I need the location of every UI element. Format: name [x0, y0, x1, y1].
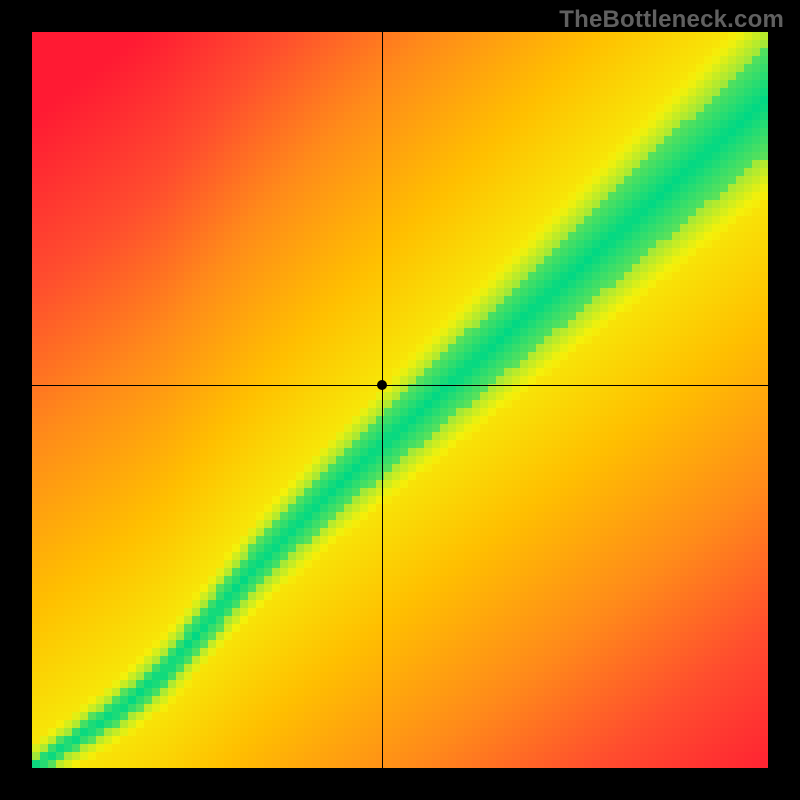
- crosshair-horizontal: [32, 385, 768, 386]
- heatmap-plot: [32, 32, 768, 768]
- watermark-text: TheBottleneck.com: [559, 6, 784, 34]
- crosshair-marker: [377, 380, 387, 390]
- chart-frame: TheBottleneck.com: [0, 0, 800, 800]
- heatmap-canvas: [32, 32, 768, 768]
- crosshair-vertical: [382, 32, 383, 768]
